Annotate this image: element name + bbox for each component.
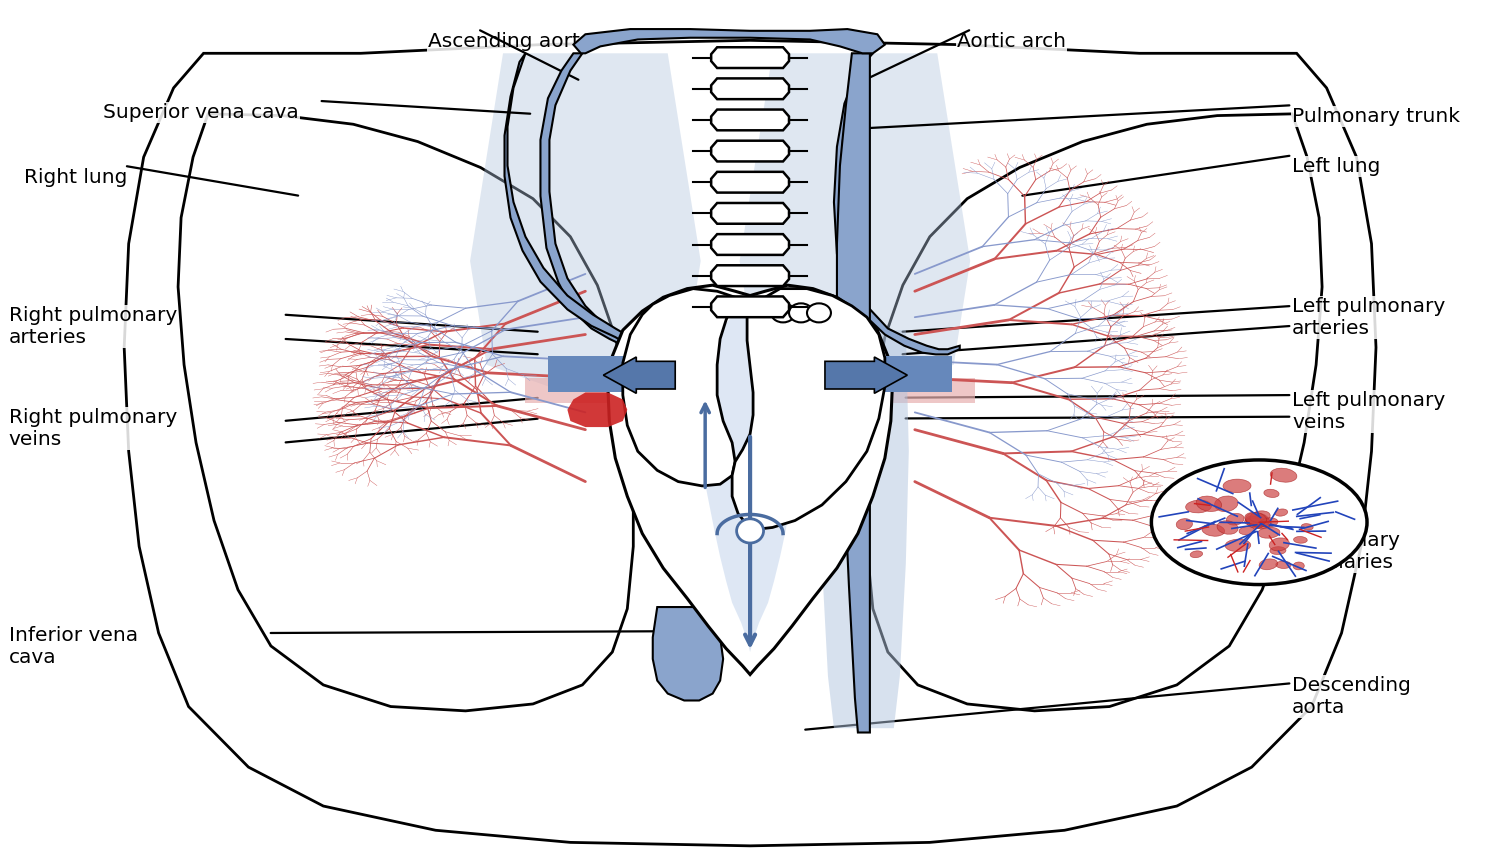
Polygon shape <box>607 286 892 674</box>
Ellipse shape <box>1239 527 1254 535</box>
Text: Pulmonary trunk: Pulmonary trunk <box>1291 107 1460 126</box>
Polygon shape <box>711 172 790 193</box>
Ellipse shape <box>737 519 764 543</box>
Polygon shape <box>740 53 971 391</box>
Ellipse shape <box>1177 519 1192 529</box>
Polygon shape <box>836 53 870 733</box>
Polygon shape <box>833 53 960 354</box>
Ellipse shape <box>1248 516 1270 529</box>
Polygon shape <box>711 266 790 286</box>
Polygon shape <box>568 392 627 427</box>
Ellipse shape <box>1302 523 1313 530</box>
Ellipse shape <box>1270 547 1285 555</box>
Text: Right pulmonary
veins: Right pulmonary veins <box>9 408 178 449</box>
Text: Aortic arch: Aortic arch <box>957 31 1065 50</box>
Ellipse shape <box>1276 561 1291 569</box>
Text: Descending
aorta: Descending aorta <box>1291 676 1411 717</box>
Polygon shape <box>867 114 1322 711</box>
Ellipse shape <box>1260 559 1278 569</box>
Polygon shape <box>711 141 790 161</box>
Text: Right pulmonary
arteries: Right pulmonary arteries <box>9 306 178 347</box>
Ellipse shape <box>1215 496 1237 511</box>
Ellipse shape <box>772 303 796 322</box>
Polygon shape <box>809 356 952 392</box>
Ellipse shape <box>1264 490 1279 497</box>
Polygon shape <box>653 607 723 700</box>
Ellipse shape <box>806 303 830 322</box>
Ellipse shape <box>1203 524 1225 536</box>
Polygon shape <box>470 53 701 391</box>
Polygon shape <box>526 378 975 403</box>
Circle shape <box>1151 460 1367 584</box>
Text: Left lung: Left lung <box>1291 157 1380 176</box>
Ellipse shape <box>1225 539 1251 551</box>
Ellipse shape <box>1293 562 1304 569</box>
Polygon shape <box>505 53 633 347</box>
FancyArrow shape <box>824 357 907 393</box>
Text: Inferior vena
cava: Inferior vena cava <box>9 626 139 667</box>
Polygon shape <box>818 330 909 728</box>
Polygon shape <box>178 114 633 711</box>
Polygon shape <box>732 289 885 529</box>
Text: Ascending aorta: Ascending aorta <box>428 31 592 50</box>
Polygon shape <box>711 109 790 130</box>
Ellipse shape <box>1275 509 1287 516</box>
Ellipse shape <box>1224 479 1251 493</box>
Ellipse shape <box>1245 518 1260 525</box>
Ellipse shape <box>1191 551 1203 557</box>
Text: Right lung: Right lung <box>24 168 127 187</box>
Polygon shape <box>711 297 790 317</box>
Ellipse shape <box>1249 511 1270 523</box>
Ellipse shape <box>790 303 812 322</box>
Polygon shape <box>622 289 735 486</box>
Ellipse shape <box>1218 521 1239 535</box>
Ellipse shape <box>1245 516 1258 523</box>
Polygon shape <box>573 29 885 53</box>
Polygon shape <box>124 40 1376 845</box>
Ellipse shape <box>1246 513 1269 527</box>
Text: Pulmonary
capillaries: Pulmonary capillaries <box>1291 531 1400 572</box>
Polygon shape <box>693 302 790 652</box>
Ellipse shape <box>1197 496 1222 511</box>
Ellipse shape <box>1186 500 1212 513</box>
Ellipse shape <box>1245 512 1267 525</box>
Polygon shape <box>711 47 790 68</box>
Polygon shape <box>711 234 790 255</box>
Polygon shape <box>711 203 790 224</box>
Polygon shape <box>549 356 690 392</box>
Text: Left pulmonary
arteries: Left pulmonary arteries <box>1291 298 1445 339</box>
Ellipse shape <box>1260 518 1278 527</box>
Ellipse shape <box>1258 527 1279 538</box>
Ellipse shape <box>1293 536 1307 543</box>
Text: Left pulmonary
veins: Left pulmonary veins <box>1291 391 1445 431</box>
Polygon shape <box>711 78 790 99</box>
FancyArrow shape <box>603 357 675 393</box>
Ellipse shape <box>1270 468 1298 483</box>
Ellipse shape <box>1227 514 1245 525</box>
Ellipse shape <box>1246 517 1264 529</box>
Polygon shape <box>541 53 678 354</box>
Text: Superior vena cava: Superior vena cava <box>102 103 298 122</box>
Ellipse shape <box>1269 538 1290 551</box>
